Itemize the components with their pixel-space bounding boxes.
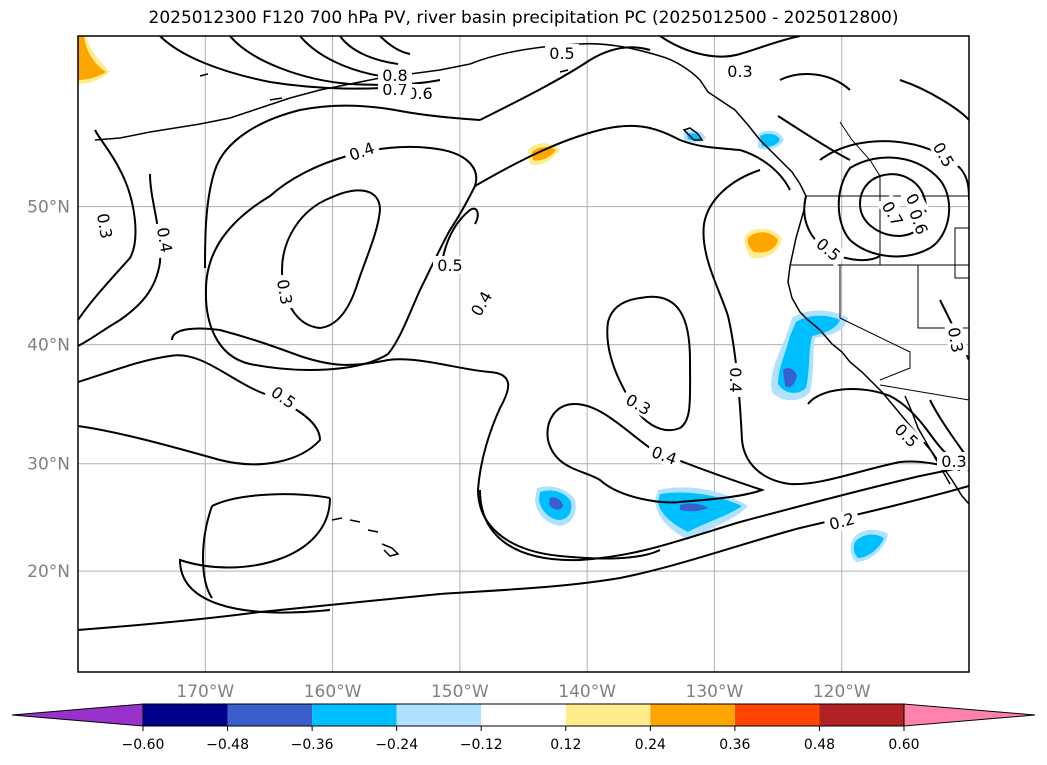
lat-tick-label: 50°N xyxy=(27,198,70,218)
colorbar-tick-label: −0.48 xyxy=(206,737,249,753)
contour-label: 0.3 xyxy=(727,62,752,81)
colorbar-tick-label: 0.36 xyxy=(719,737,750,753)
precip-patch-california-deep xyxy=(783,368,797,388)
precip-shading xyxy=(78,36,888,562)
colorbar-tick-label: 0.12 xyxy=(550,737,581,753)
precip-patch-alaska xyxy=(78,36,106,80)
contour-label: 0.3 xyxy=(93,212,116,240)
colorbar-segment xyxy=(143,704,228,726)
colorbar-tick-label: −0.12 xyxy=(460,737,503,753)
contour-label-bg xyxy=(822,507,861,535)
colorbar-tick-label: −0.60 xyxy=(122,737,165,753)
contour-label: 0.8 xyxy=(382,66,407,85)
contour-label-bg xyxy=(545,44,579,62)
precip-patch-gulf xyxy=(532,147,556,161)
contour-label: 0.3 xyxy=(273,278,296,306)
contour-label-bg xyxy=(888,416,926,454)
colorbar-segment xyxy=(565,704,651,726)
colorbar-frame xyxy=(142,703,905,727)
colorbar-tick-label: 0.48 xyxy=(804,737,835,753)
lon-tick-label: 120°W xyxy=(813,682,871,702)
contour-label-bg xyxy=(273,273,297,311)
contour-label-bg xyxy=(927,135,961,174)
lon-tick-label: 140°W xyxy=(558,682,616,702)
contour-label-bg xyxy=(93,207,117,245)
colorbar-tick-label: 0.60 xyxy=(888,737,919,753)
contour-label: 0.4 xyxy=(153,226,176,254)
contour-label-bg xyxy=(876,194,910,233)
contour-label-bg xyxy=(944,321,968,359)
contour-label-bg xyxy=(904,202,934,241)
lon-tick-labels: 170°W 160°W 150°W 140°W 130°W 120°W xyxy=(176,682,870,702)
contour-label-bg xyxy=(264,380,303,415)
contour-label-bg xyxy=(342,136,381,166)
contour-label-bg xyxy=(809,231,848,268)
colorbar-segment xyxy=(819,704,904,726)
map-frame xyxy=(77,35,970,673)
colorbar-extend-min xyxy=(11,703,144,727)
contour-label-bg xyxy=(619,387,658,421)
lat-tick-label: 40°N xyxy=(27,336,70,356)
lat-tick-label: 30°N xyxy=(27,455,70,475)
lon-tick-label: 130°W xyxy=(686,682,744,702)
colorbar-tick-label: 0.24 xyxy=(635,737,666,753)
colorbar-segment xyxy=(396,704,482,726)
contour-label: 0.3 xyxy=(941,452,966,471)
contour-label-bg xyxy=(645,440,684,470)
contour-label-bg xyxy=(378,80,412,98)
precip-patch-oregon xyxy=(747,232,778,253)
contour-label: 0.7 xyxy=(382,80,407,99)
colorbar-segment xyxy=(227,704,313,726)
colorbar-segment xyxy=(312,704,397,726)
contour-label-bg xyxy=(464,284,498,323)
precip-patch-bc xyxy=(760,133,780,147)
contour-label-bg xyxy=(433,256,467,274)
gridlines xyxy=(78,36,969,672)
contour-label-bg xyxy=(378,66,412,84)
lat-tick-label: 20°N xyxy=(27,562,70,582)
pv-contours xyxy=(78,36,969,631)
lon-tick-label: 150°W xyxy=(431,682,489,702)
colorbar-segment xyxy=(734,704,820,726)
lon-tick-label: 160°W xyxy=(304,682,362,702)
contour-label: 0.2 xyxy=(827,509,857,534)
contour-label-bg xyxy=(727,363,745,397)
precip-patch-baja xyxy=(853,534,884,558)
lat-tick-labels: 50°N 40°N 30°N 20°N xyxy=(27,198,70,583)
colorbar-segment xyxy=(481,704,566,726)
borders xyxy=(790,121,969,401)
contour-label-bg xyxy=(723,62,757,80)
contour-labels: 0.50.30.50.40.30.40.5 0.30.40.50.4 0.30.40… xyxy=(93,44,969,535)
map-title: 2025012300 F120 700 hPa PV, river basin … xyxy=(148,8,899,28)
contour-label-bg xyxy=(937,452,969,470)
contour-label: 0.4 xyxy=(726,367,745,392)
contour-label-bg xyxy=(153,221,177,259)
contour-label: 0.6 xyxy=(407,84,432,103)
contour-label: 0.3 xyxy=(944,326,967,354)
colorbar-segment xyxy=(650,704,735,726)
contour-label: 0.5 xyxy=(437,256,462,275)
coastlines xyxy=(94,42,969,557)
colorbar-extend-max xyxy=(903,703,1036,727)
lon-tick-label: 170°W xyxy=(176,682,234,702)
colorbar: −0.60 −0.48 −0.36 −0.24 −0.12 0.12 0.24 0.36 0.4… xyxy=(11,703,1036,753)
contour-label: 0.5 xyxy=(549,44,574,63)
colorbar-tick-label: −0.24 xyxy=(375,737,418,753)
colorbar-tick-label: −0.36 xyxy=(291,737,334,753)
